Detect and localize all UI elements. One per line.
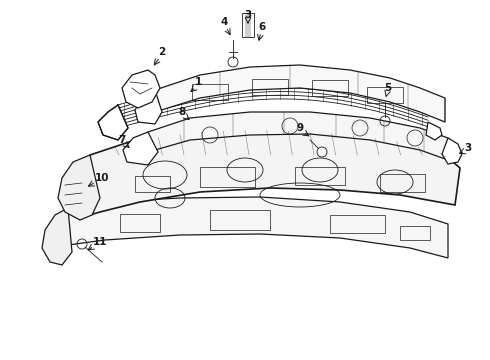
Bar — [312, 80, 348, 96]
Polygon shape — [135, 90, 162, 124]
Text: 2: 2 — [158, 47, 166, 57]
Polygon shape — [68, 197, 448, 258]
Polygon shape — [122, 70, 160, 108]
Text: 8: 8 — [178, 107, 186, 117]
Bar — [120, 214, 160, 232]
Polygon shape — [42, 208, 72, 265]
Bar — [192, 84, 228, 100]
Bar — [330, 215, 385, 233]
Polygon shape — [426, 122, 442, 140]
Polygon shape — [148, 112, 448, 160]
Polygon shape — [442, 138, 462, 164]
Bar — [242, 13, 254, 37]
Bar — [380, 174, 425, 192]
Bar — [135, 176, 170, 192]
Bar — [252, 79, 288, 95]
Text: 6: 6 — [258, 22, 266, 32]
Bar — [210, 210, 270, 230]
Polygon shape — [58, 155, 100, 220]
Bar — [367, 87, 403, 103]
Text: 4: 4 — [220, 17, 228, 27]
Polygon shape — [75, 130, 460, 218]
Bar — [295, 167, 345, 185]
Text: 9: 9 — [296, 123, 304, 133]
Text: 3: 3 — [245, 10, 252, 20]
Text: 3: 3 — [465, 143, 472, 153]
Bar — [200, 167, 255, 187]
Polygon shape — [98, 105, 128, 140]
Text: 1: 1 — [195, 77, 201, 87]
Text: 7: 7 — [118, 135, 126, 145]
Text: 10: 10 — [95, 173, 109, 183]
Polygon shape — [123, 132, 158, 165]
Text: 11: 11 — [93, 237, 107, 247]
Polygon shape — [155, 65, 445, 122]
Text: 5: 5 — [384, 83, 392, 93]
Bar — [400, 226, 430, 240]
